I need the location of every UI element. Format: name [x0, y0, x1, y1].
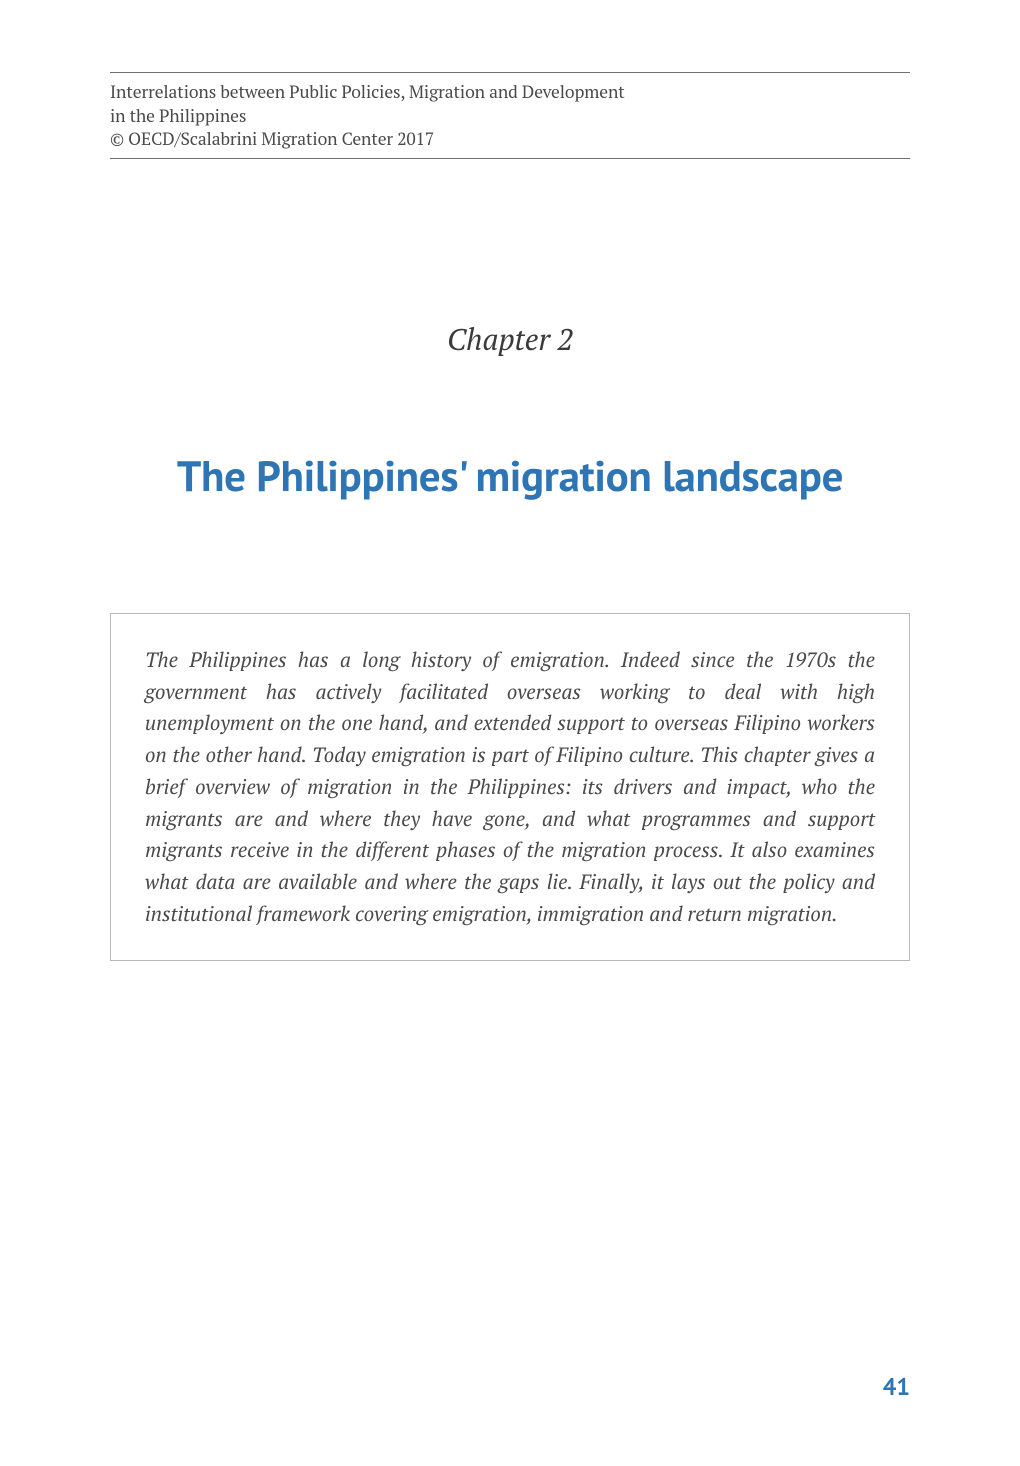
page-number: 41: [883, 1371, 910, 1402]
running-header: Interrelations between Public Policies, …: [110, 72, 910, 159]
abstract-text: The Philippines has a long history of em…: [145, 646, 875, 927]
chapter-label: Chapter 2: [110, 319, 910, 359]
document-page: Interrelations between Public Policies, …: [0, 0, 1020, 1466]
abstract-box: The Philippines has a long history of em…: [110, 613, 910, 961]
header-copyright: © OECD/Scalabrini Migration Center 2017: [110, 128, 910, 152]
header-title-line1: Interrelations between Public Policies, …: [110, 81, 910, 105]
chapter-title: The Philippines' migration landscape: [110, 447, 910, 503]
header-title-line2: in the Philippines: [110, 105, 910, 129]
